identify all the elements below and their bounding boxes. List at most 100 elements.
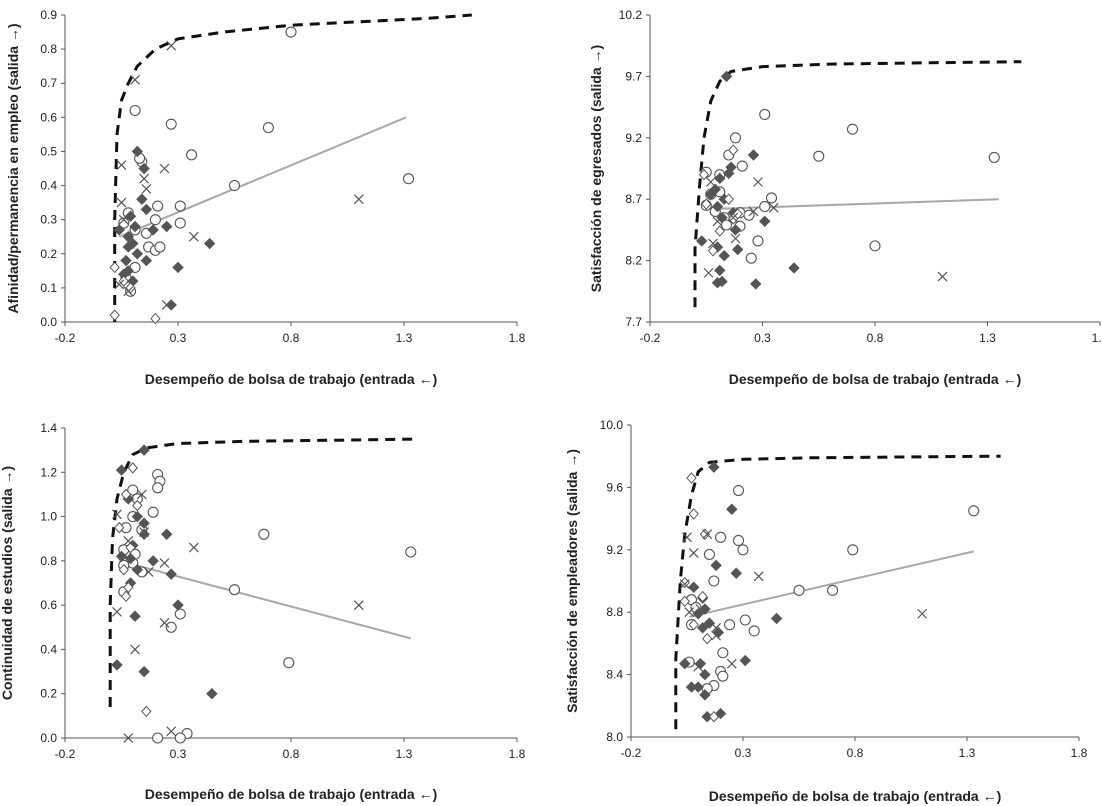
point-x bbox=[753, 177, 763, 187]
point-x bbox=[753, 571, 764, 582]
point-x bbox=[118, 214, 129, 225]
point-diamond-filled bbox=[711, 200, 724, 213]
point-diamond-filled bbox=[131, 248, 144, 260]
point-diamond-filled bbox=[138, 517, 150, 529]
point-x bbox=[711, 622, 722, 633]
efficiency-frontier bbox=[674, 454, 1001, 730]
y-tick-label: 0.0 bbox=[40, 315, 57, 329]
point-x bbox=[682, 532, 692, 543]
point-diamond-filled bbox=[703, 617, 716, 629]
point-diamond-filled bbox=[723, 167, 735, 180]
point-circle bbox=[118, 217, 130, 229]
panel-2: -0.2 0.3 0.8 1.3 1.8 7.7 8.2 8.7 9.2 9.7 10.2 Desem… bbox=[588, 8, 1102, 387]
point-diamond-open bbox=[699, 528, 711, 540]
point-diamond-filled bbox=[160, 220, 173, 233]
y-tick-label: 0.7 bbox=[40, 76, 57, 90]
point-x bbox=[139, 527, 150, 537]
point-circle bbox=[402, 173, 415, 185]
series-diamond-open bbox=[109, 261, 161, 325]
point-diamond-open bbox=[150, 312, 161, 325]
point-diamond-filled bbox=[699, 689, 711, 701]
point-circle bbox=[968, 505, 980, 517]
point-x bbox=[136, 489, 147, 500]
point-diamond-open bbox=[109, 261, 120, 274]
point-diamond-filled bbox=[788, 262, 800, 274]
point-diamond-filled bbox=[160, 528, 173, 540]
point-diamond-filled bbox=[718, 249, 730, 262]
point-diamond-open bbox=[127, 462, 138, 474]
y-tick-label: 0.1 bbox=[40, 281, 57, 295]
point-diamond-open bbox=[679, 595, 690, 608]
point-x bbox=[695, 604, 706, 615]
point-diamond-filled bbox=[720, 70, 733, 83]
point-diamond-filled bbox=[730, 567, 742, 579]
point-circle bbox=[165, 621, 177, 633]
point-x bbox=[702, 529, 713, 540]
point-circle bbox=[152, 200, 164, 212]
y-tick-label: 9.2 bbox=[606, 543, 623, 557]
point-diamond-open bbox=[132, 499, 143, 512]
point-diamond-filled bbox=[147, 224, 159, 236]
y-tick-label: 0.3 bbox=[40, 213, 57, 227]
point-x bbox=[188, 542, 199, 553]
point-circle bbox=[174, 200, 186, 212]
point-circle bbox=[147, 506, 159, 518]
x-tick-label: 1.8 bbox=[1092, 331, 1102, 345]
point-circle bbox=[703, 548, 715, 561]
point-diamond-filled bbox=[138, 444, 150, 456]
point-diamond-open bbox=[109, 309, 120, 321]
point-diamond-open bbox=[688, 618, 699, 631]
point-x bbox=[693, 661, 704, 672]
x-tick-label: -0.2 bbox=[640, 331, 661, 345]
point-diamond-open bbox=[701, 632, 713, 645]
point-x bbox=[130, 74, 140, 85]
point-diamond-filled bbox=[699, 668, 711, 681]
series-x bbox=[112, 489, 364, 743]
x-tick-label: -0.2 bbox=[55, 747, 76, 761]
point-diamond-filled bbox=[172, 261, 184, 274]
panel-1: -0.2 0.3 0.8 1.3 1.8 0.0 0.1 0.2 0.3 0.4 0.5 0.6 0.7… bbox=[5, 8, 526, 387]
point-diamond-filled bbox=[165, 299, 177, 311]
y-tick-label: 0.9 bbox=[40, 8, 57, 22]
point-diamond-filled bbox=[705, 188, 717, 200]
point-circle bbox=[813, 150, 825, 162]
point-diamond-filled bbox=[206, 688, 218, 700]
point-circle bbox=[152, 732, 164, 744]
point-circle bbox=[988, 151, 1000, 163]
point-diamond-filled bbox=[759, 215, 771, 228]
x-axis-label: Desempeño de bolsa de trabajo (entrada ←… bbox=[729, 371, 1022, 387]
x-tick-label: 1.3 bbox=[979, 331, 996, 345]
x-axis-label: Desempeño de bolsa de trabajo (entrada ←… bbox=[709, 788, 1002, 804]
point-diamond-filled bbox=[714, 172, 726, 185]
y-tick-label: 7.7 bbox=[625, 315, 642, 329]
point-x bbox=[112, 509, 122, 520]
point-circle bbox=[732, 534, 745, 546]
efficiency-frontier bbox=[108, 437, 416, 707]
point-x bbox=[188, 231, 199, 242]
point-diamond-filled bbox=[716, 275, 728, 288]
point-diamond-open bbox=[120, 590, 132, 603]
point-x bbox=[112, 606, 122, 617]
point-circle bbox=[759, 201, 771, 213]
x-tick-label: 1.3 bbox=[396, 747, 413, 761]
panel-4: -0.2 0.3 0.8 1.3 1.8 8.0 8.4 8.8 9.2 9.6 10.0 Desem… bbox=[564, 418, 1088, 804]
point-x bbox=[161, 300, 172, 310]
point-x bbox=[353, 600, 364, 611]
y-tick-label: 1.0 bbox=[40, 510, 57, 524]
x-tick-label: 0.3 bbox=[735, 746, 752, 760]
point-diamond-filled bbox=[710, 559, 722, 572]
trend-line bbox=[689, 550, 974, 618]
y-tick-label: 10.2 bbox=[619, 8, 643, 22]
point-x bbox=[123, 733, 134, 743]
point-diamond-filled bbox=[138, 665, 150, 678]
y-axis-label: Satisfacción de egresados (salida →) bbox=[588, 45, 604, 292]
series-diamond-open bbox=[679, 472, 720, 723]
point-diamond-filled bbox=[131, 564, 144, 576]
point-x bbox=[123, 286, 134, 297]
point-diamond-open bbox=[708, 710, 720, 723]
point-x bbox=[116, 160, 127, 171]
point-circle bbox=[827, 584, 839, 596]
point-x bbox=[937, 271, 948, 282]
x-tick-label: 0.8 bbox=[283, 747, 300, 761]
point-circle bbox=[729, 132, 742, 144]
